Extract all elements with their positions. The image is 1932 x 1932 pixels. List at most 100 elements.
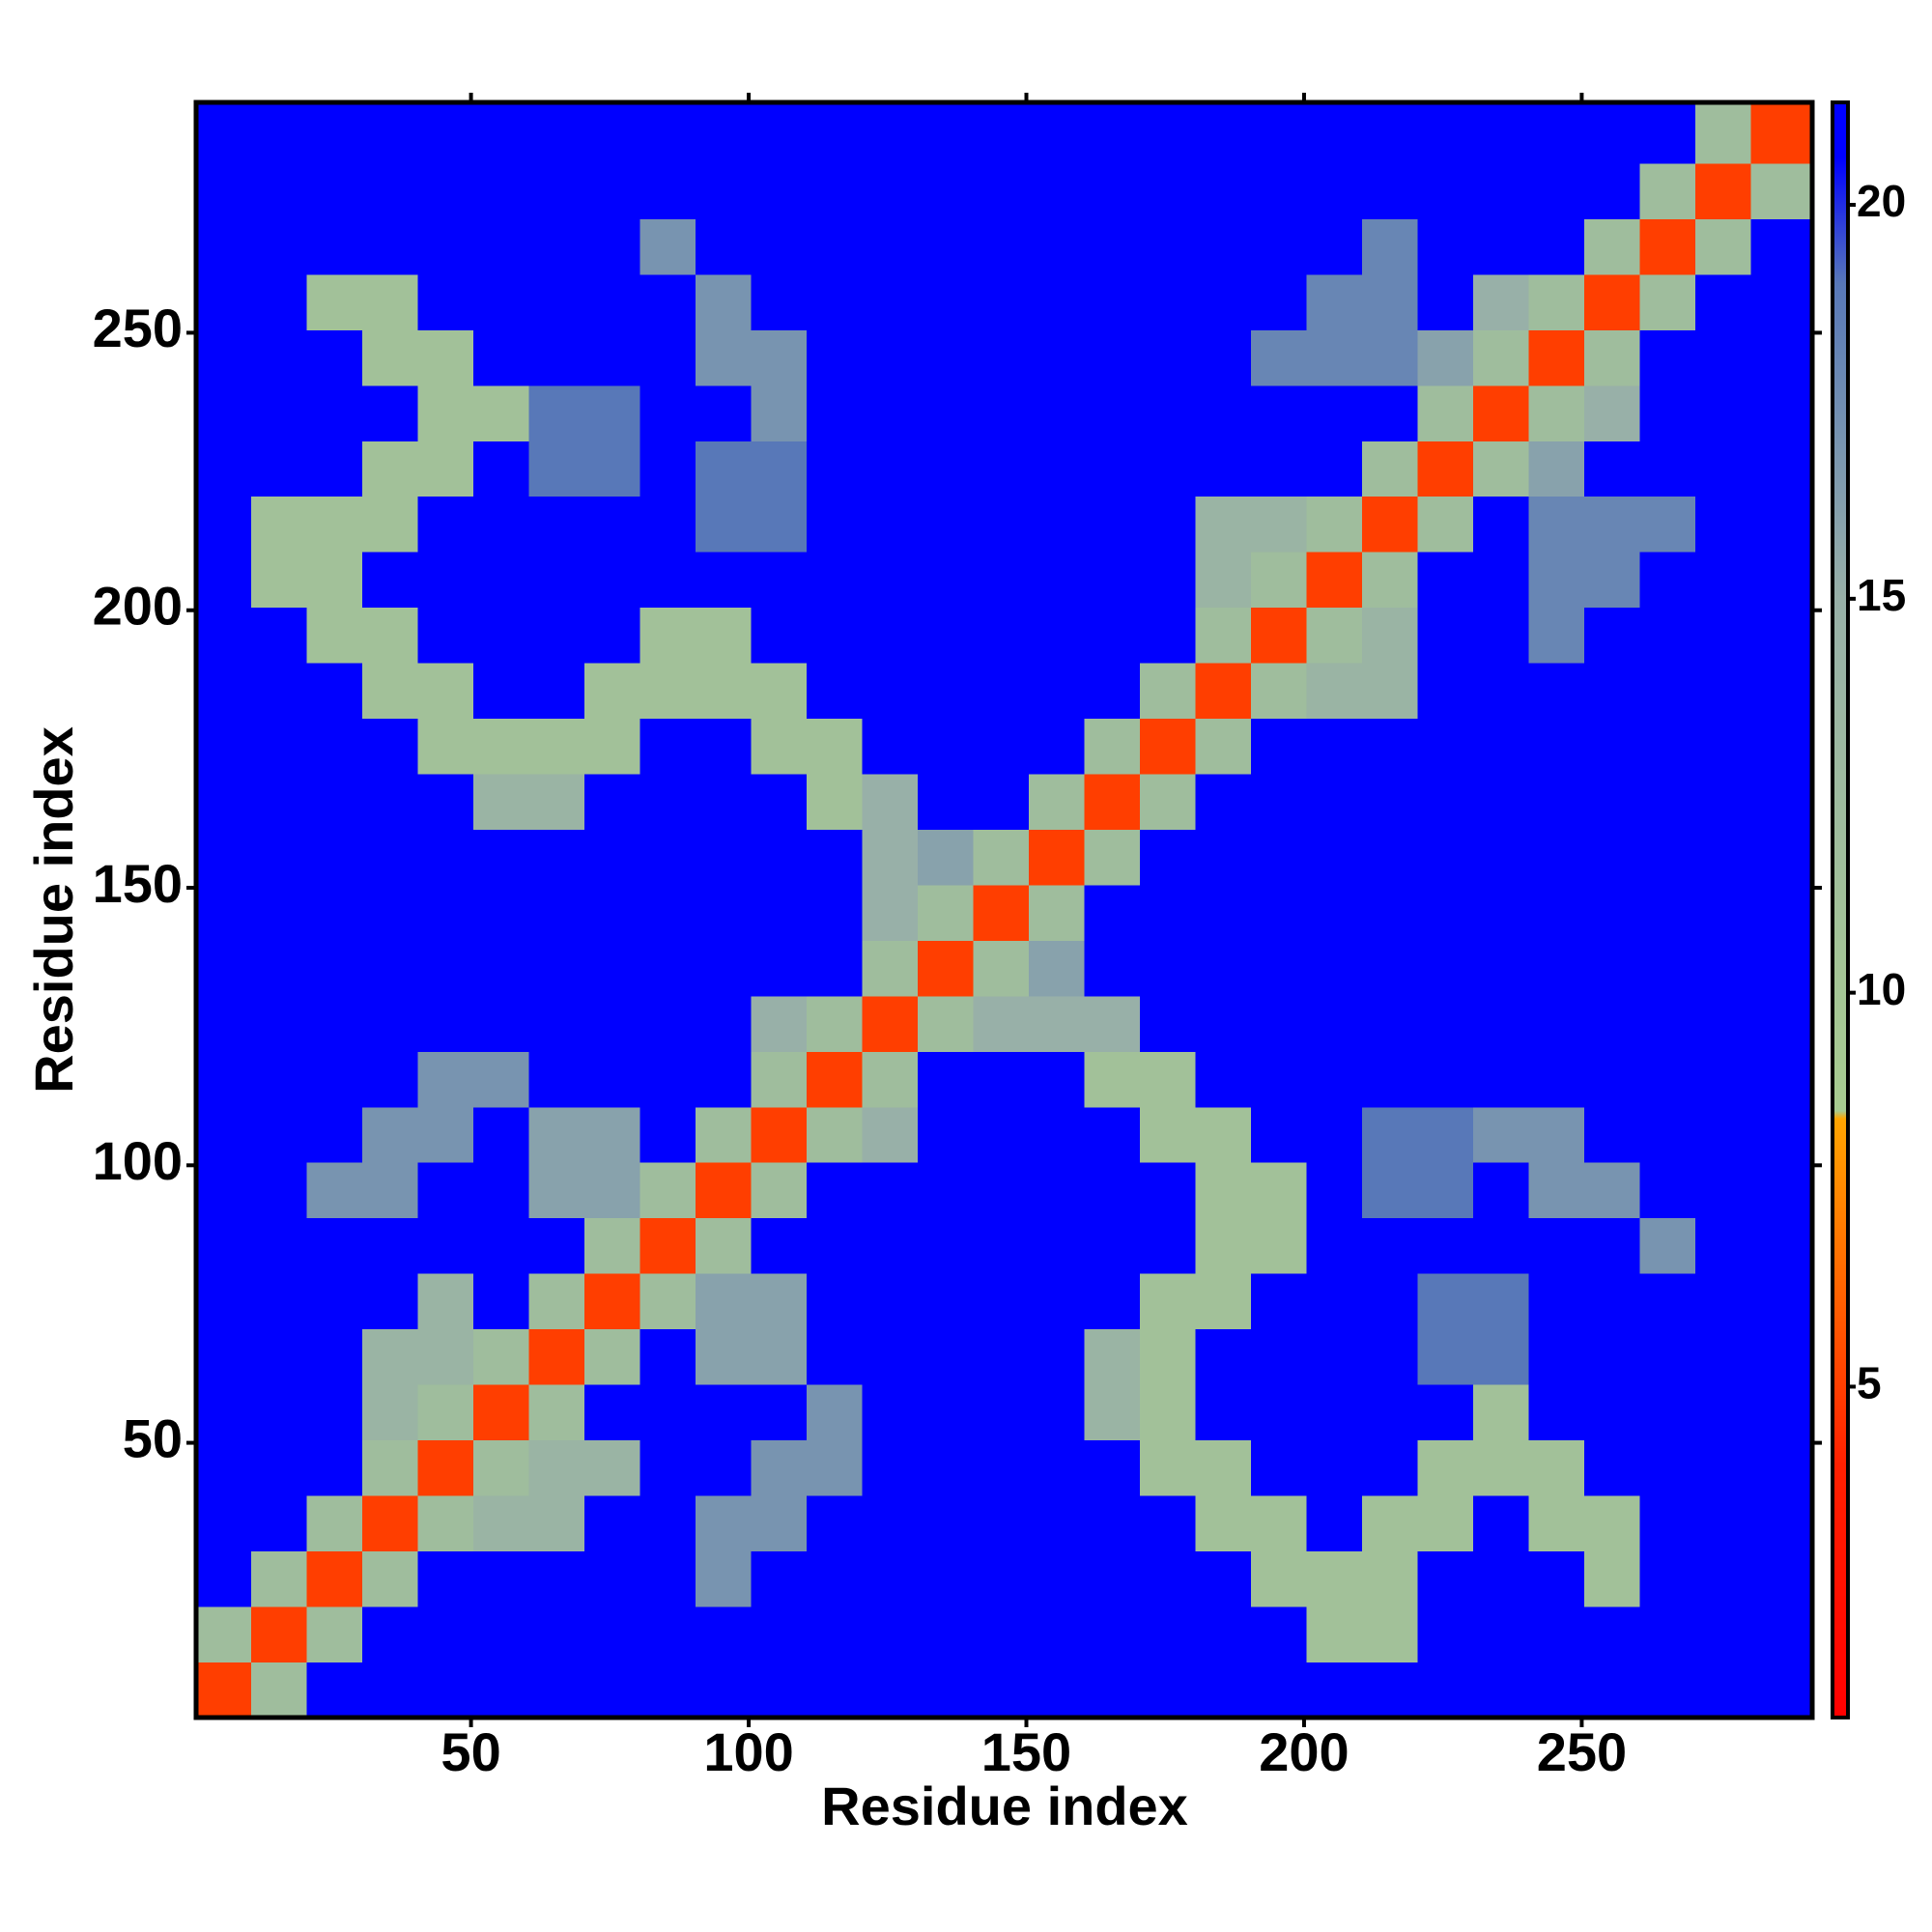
heatmap-cell [1528, 329, 1585, 386]
heatmap-cell [1251, 1217, 1308, 1274]
heatmap-cell [528, 1217, 585, 1274]
heatmap-cell [862, 1051, 919, 1108]
heatmap-cell [1528, 1106, 1585, 1163]
heatmap-cell [807, 1439, 864, 1496]
heatmap-cell [751, 273, 808, 330]
heatmap-cell [751, 1162, 808, 1219]
heatmap-cell [1306, 829, 1363, 886]
heatmap-cell [973, 1605, 1030, 1662]
heatmap-cell [1639, 1217, 1696, 1274]
heatmap-cell [1417, 218, 1474, 275]
heatmap-cell [1195, 1605, 1252, 1662]
heatmap-cell [807, 1605, 864, 1662]
heatmap-cell [1583, 995, 1641, 1052]
heatmap-cell [1583, 1605, 1641, 1662]
heatmap-cell [584, 1051, 641, 1108]
heatmap-cell [1140, 940, 1197, 997]
heatmap-cell [1583, 273, 1641, 330]
heatmap-cell [973, 101, 1030, 164]
heatmap-cell [1583, 663, 1641, 720]
heatmap-cell [1362, 1051, 1419, 1108]
heatmap-cell [751, 1217, 808, 1274]
heatmap-cell [639, 1550, 696, 1607]
heatmap-cell [1306, 940, 1363, 997]
heatmap-cell [306, 607, 363, 664]
heatmap-cell [306, 884, 363, 941]
y-axis-title: Residue index [23, 726, 84, 1094]
heatmap-cell [1195, 1439, 1252, 1496]
heatmap-cell [807, 1328, 864, 1385]
heatmap-cell [1583, 1550, 1641, 1607]
heatmap-cell [1473, 1162, 1530, 1219]
heatmap-cell [1140, 496, 1197, 553]
heatmap-cell [584, 273, 641, 330]
heatmap-cell [862, 1605, 919, 1662]
heatmap-cell [1362, 663, 1419, 720]
heatmap-cell [1140, 884, 1197, 941]
heatmap-cell [696, 384, 753, 441]
heatmap-cell [362, 273, 419, 330]
heatmap-cell [528, 1106, 585, 1163]
heatmap-cell [195, 884, 252, 941]
heatmap-cell [1140, 1273, 1197, 1330]
heatmap-cell [473, 1494, 530, 1551]
heatmap-cell [696, 1328, 753, 1385]
heatmap-cell [417, 884, 474, 941]
heatmap-cell [807, 1051, 864, 1108]
heatmap-cell [306, 440, 363, 497]
heatmap-cell [973, 607, 1030, 664]
heatmap-cell [584, 607, 641, 664]
heatmap-cell [251, 829, 308, 886]
heatmap-cell [528, 773, 585, 830]
heatmap-cell [1583, 1273, 1641, 1330]
heatmap-cell [306, 1273, 363, 1330]
heatmap-cell [1417, 773, 1474, 830]
heatmap-cell [251, 718, 308, 775]
heatmap-cell [306, 1605, 363, 1662]
heatmap-cell [362, 1605, 419, 1662]
heatmap-cell [1750, 1662, 1813, 1719]
heatmap-cell [306, 496, 363, 553]
heatmap-cell [195, 1217, 252, 1274]
x-axis-title: Residue index [821, 1776, 1188, 1836]
heatmap-cell [1583, 773, 1641, 830]
heatmap-cell [862, 663, 919, 720]
heatmap-cell [1195, 329, 1252, 386]
heatmap-cell [195, 1106, 252, 1163]
heatmap-cell [528, 1383, 585, 1441]
heatmap-cell [473, 1162, 530, 1219]
heatmap-cell [1694, 1273, 1752, 1330]
heatmap-cell [1417, 663, 1474, 720]
heatmap-cell [751, 101, 808, 164]
heatmap-cell [973, 940, 1030, 997]
heatmap-cell [639, 1217, 696, 1274]
heatmap-cell [362, 1662, 419, 1719]
heatmap-cell [751, 552, 808, 609]
heatmap-cell [1306, 663, 1363, 720]
heatmap-cell [1473, 940, 1530, 997]
heatmap-cell [195, 829, 252, 886]
y-tick-label: 100 [93, 1130, 183, 1191]
heatmap-cell [1195, 552, 1252, 609]
heatmap-cell [1306, 1273, 1363, 1330]
heatmap-cell [306, 101, 363, 164]
heatmap-cell [584, 218, 641, 275]
heatmap-cell [362, 496, 419, 553]
heatmap-cell [639, 995, 696, 1052]
heatmap-cell [417, 1162, 474, 1219]
heatmap-cell [862, 718, 919, 775]
heatmap-cell [251, 162, 308, 219]
heatmap-cell [1084, 1217, 1141, 1274]
heatmap-cell [1417, 162, 1474, 219]
heatmap-cell [696, 101, 753, 164]
heatmap-cell [306, 218, 363, 275]
heatmap-cell [1750, 1383, 1813, 1441]
heatmap-cell [1417, 440, 1474, 497]
heatmap-cell [751, 1106, 808, 1163]
heatmap-cell [1639, 1494, 1696, 1551]
heatmap-cell [639, 1273, 696, 1330]
heatmap-cell [696, 663, 753, 720]
heatmap-cell [1750, 384, 1813, 441]
heatmap-cell [1251, 1662, 1308, 1719]
